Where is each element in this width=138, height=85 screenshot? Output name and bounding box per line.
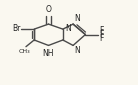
Text: N: N: [75, 46, 80, 55]
Text: N: N: [65, 24, 71, 33]
Text: F: F: [99, 26, 104, 35]
Text: N: N: [75, 14, 80, 23]
Text: F: F: [99, 30, 104, 39]
Text: CH₃: CH₃: [19, 49, 30, 54]
Text: O: O: [46, 5, 51, 14]
Text: Br: Br: [12, 24, 21, 33]
Text: F: F: [99, 34, 104, 43]
Text: NH: NH: [42, 49, 54, 58]
